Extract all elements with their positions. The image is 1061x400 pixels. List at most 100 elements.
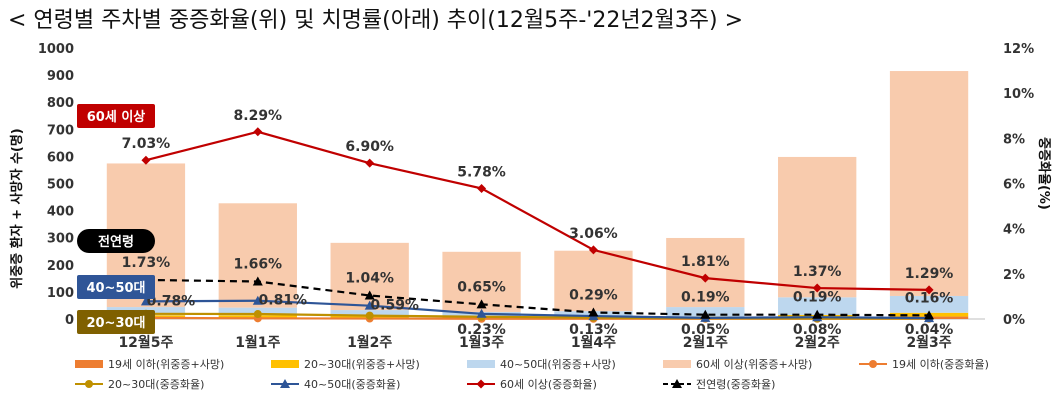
data-label: 1.81% (681, 254, 730, 270)
data-label: 8.29% (234, 108, 283, 124)
x-tick-label: 12월5주 (118, 334, 173, 351)
x-tick-label: 1월2주 (347, 334, 392, 351)
line-point (364, 300, 375, 310)
series-line (145, 299, 930, 320)
legend-swatch (663, 360, 691, 368)
legend-swatch (75, 360, 103, 368)
line-point (477, 183, 487, 193)
y-right-title: 중증화율(%) (1036, 137, 1052, 210)
series-tag-box (77, 229, 155, 253)
legend-label: 60세 이상(중증화율) (500, 378, 597, 391)
data-label: 0.13% (569, 322, 618, 338)
line-point (252, 295, 263, 305)
legend-marker (85, 380, 93, 388)
series-tag-box (77, 104, 155, 128)
legend-label: 20~30대(중증화율) (108, 378, 204, 391)
series-tag-label: 60세 이상 (87, 109, 146, 125)
line-point (364, 290, 375, 300)
line-point (812, 283, 822, 293)
data-label: 3.06% (569, 226, 618, 242)
legend-label: 19세 이하(위중증+사망) (108, 357, 224, 371)
data-label: 1.37% (793, 264, 842, 280)
data-label: 0.78% (147, 293, 196, 309)
series-tag-box (77, 310, 155, 334)
line-point (588, 245, 598, 255)
data-label: 0.23% (457, 322, 506, 338)
x-tick-label: 2월3주 (906, 334, 951, 351)
y-left-tick: 500 (47, 178, 74, 193)
legend-label: 40~50대(위중증+사망) (500, 358, 616, 371)
axis-titles: 위중증 환자 + 사망자 수(명) 중증화율(%) (9, 128, 1052, 288)
line-point (476, 308, 487, 318)
legend-label: 20~30대(위중증+사망) (304, 358, 420, 371)
data-label: 1.66% (234, 257, 283, 273)
x-tick-label: 2월1주 (683, 334, 728, 351)
line-point (700, 273, 710, 283)
series-line (145, 278, 930, 317)
series-tag-label: 전연령 (98, 234, 134, 250)
y-right-tick: 2% (1003, 268, 1025, 283)
y-left-tick: 600 (47, 150, 74, 165)
series-line (145, 312, 930, 320)
data-label: 1.04% (345, 271, 394, 287)
y-left-tick: 0 (65, 313, 74, 328)
y-right-tick: 6% (1003, 178, 1025, 193)
line-point (365, 311, 374, 320)
legend-swatch (467, 360, 495, 368)
y-right-tick: 12% (1003, 42, 1034, 57)
line-point (476, 299, 487, 309)
legend: 19세 이하(위중증+사망) 20~30대(위중증+사망) 40~50대(위중증+사… (75, 357, 989, 391)
data-label: 1.29% (905, 266, 954, 282)
line-point (812, 309, 823, 319)
line-point (588, 307, 599, 317)
line-point (924, 285, 934, 295)
x-tick-label: 1월4주 (571, 334, 616, 351)
line-series (140, 127, 935, 323)
y-left-tick: 200 (47, 259, 74, 274)
bar (554, 250, 633, 312)
data-label: 0.19% (681, 290, 730, 306)
y-left-title: 위중증 환자 + 사망자 수(명) (9, 128, 25, 288)
bar (778, 297, 857, 315)
x-tick-label: 1월1주 (235, 334, 280, 351)
legend-marker (280, 379, 290, 388)
line-point (252, 276, 263, 286)
y-left-tick: 300 (47, 232, 74, 247)
y-right-tick: 10% (1003, 87, 1034, 102)
series-tag-label: 20~30대 (86, 316, 145, 331)
data-label: 5.78% (457, 164, 506, 180)
legend-label: 60세 이상(위중증+사망) (696, 358, 812, 371)
data-label: 0.04% (905, 322, 954, 338)
x-tick-label: 2월2주 (795, 334, 840, 351)
legend-label: 19세 이하(중증화율) (892, 357, 989, 371)
y-left-tick: 100 (47, 286, 74, 301)
bar (889, 71, 969, 296)
line-point (140, 296, 151, 306)
data-label: 0.08% (793, 322, 842, 338)
line-point (253, 127, 263, 137)
y-left-tick: 1000 (38, 42, 74, 57)
line-point (365, 158, 375, 168)
series-tag-label: 40~50대 (86, 281, 145, 296)
y-right-tick: 4% (1003, 223, 1025, 238)
y-left-tick: 700 (47, 123, 74, 138)
line-point (924, 310, 935, 320)
data-label: 0.59% (370, 298, 419, 314)
legend-label: 40~50대(중증화율) (304, 378, 400, 391)
y-left-tick: 800 (47, 96, 74, 111)
line-point (700, 309, 711, 319)
data-label: 7.03% (122, 136, 171, 152)
series-line (145, 130, 930, 291)
bar (778, 156, 857, 298)
line-point (253, 310, 262, 319)
y-left-tick: 400 (47, 205, 74, 220)
legend-marker (869, 360, 877, 368)
data-label: 0.81% (259, 293, 308, 309)
x-axis-categories: 12월5주 1월1주 1월2주 1월3주 1월4주 2월1주 2월2주 2월3주 (118, 334, 951, 351)
data-label: 0.16% (905, 290, 954, 306)
data-label: 0.29% (569, 287, 618, 303)
legend-label: 전연령(중증화율) (696, 378, 775, 391)
data-label: 0.05% (681, 322, 730, 338)
legend-marker (672, 379, 682, 388)
